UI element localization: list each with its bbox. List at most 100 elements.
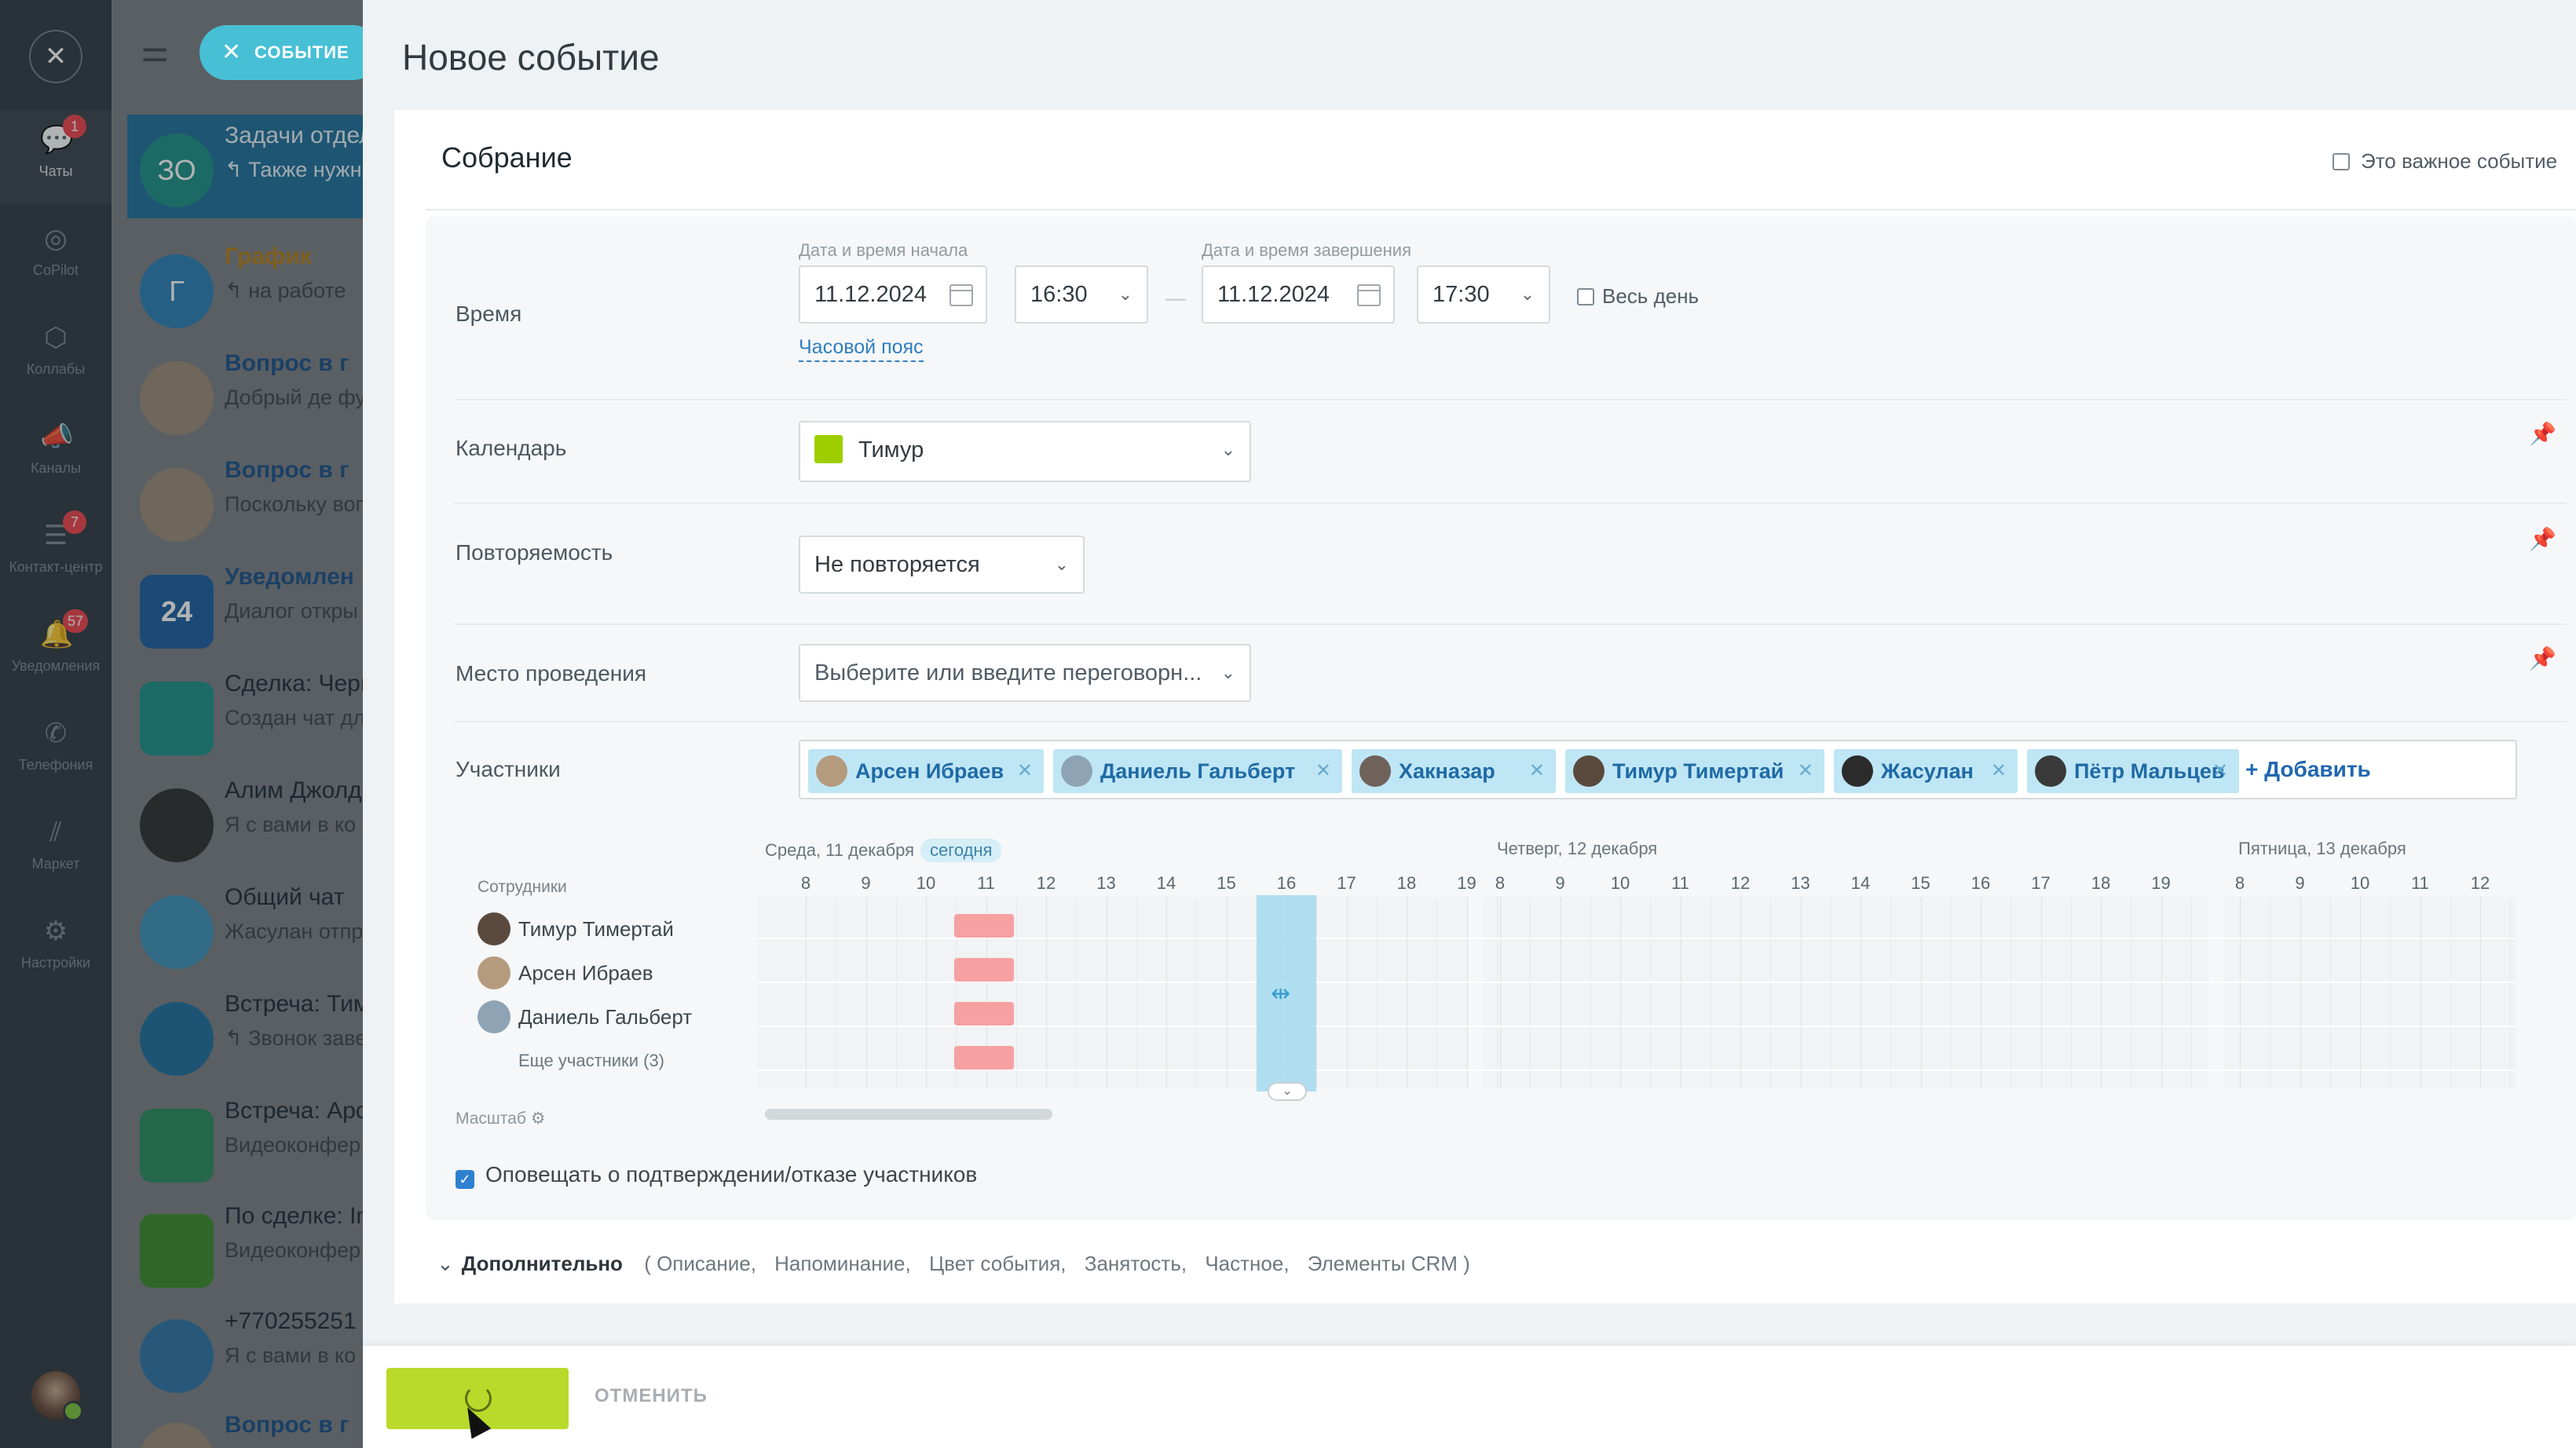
attendee-chip[interactable]: Арсен Ибраев ✕ <box>808 749 1044 793</box>
nav-label: Маркет <box>31 856 80 872</box>
remove-icon[interactable]: ✕ <box>1315 760 1331 781</box>
planner-hour-label: 9 <box>1555 873 1565 893</box>
planner-hour-line <box>865 897 867 1088</box>
planner-grid-day2[interactable] <box>1483 897 2208 1088</box>
planner-hour-line <box>986 897 987 1088</box>
close-icon[interactable]: ✕ <box>29 30 82 83</box>
important-event-checkbox[interactable]: Это важное событие <box>2333 149 2557 174</box>
attendee-chip[interactable]: Даниель Гальберт ✕ <box>1053 749 1342 793</box>
avatar <box>1573 755 1605 787</box>
attendee-chip[interactable]: Хакназар ✕ <box>1352 749 1556 793</box>
gear-icon: ⚙ <box>43 916 68 946</box>
add-attendee-link[interactable]: + Добавить <box>2245 757 2371 781</box>
filter-icon[interactable]: ⚌ <box>141 34 169 68</box>
calendar-icon[interactable] <box>950 284 973 306</box>
calendar-icon[interactable] <box>1357 284 1381 306</box>
repeat-label: Повторяемость <box>456 540 613 565</box>
chat-item[interactable]: Встреча: Арс Видеоконфер на конференц <box>127 1090 382 1194</box>
remove-icon[interactable]: ✕ <box>1797 760 1813 781</box>
chat-item[interactable]: Вопрос в г Поскольку вопрос, я созд <box>127 449 382 553</box>
nav-item-notifications[interactable]: 🔔 57 Уведомления <box>0 605 112 699</box>
attendees-field[interactable]: Арсен Ибраев ✕ Даниель Гальберт ✕ Хакназар… <box>799 740 2517 799</box>
gear-icon[interactable]: ⚙ <box>530 1110 546 1128</box>
nav-item-market[interactable]: ⫽ Маркет <box>0 803 112 897</box>
chat-preview: Видеоконфер на конференц <box>225 1133 382 1157</box>
drag-handle-icon[interactable]: ⇹ <box>1271 981 1291 1007</box>
remove-icon[interactable]: ✕ <box>1528 760 1545 781</box>
chat-title: Задачи отдел <box>225 122 373 148</box>
end-time-select[interactable]: 17:30 ⌄ <box>1417 265 1550 324</box>
location-select[interactable]: Выберите или введите переговорн... ⌄ <box>799 644 1251 702</box>
remove-icon[interactable]: ✕ <box>1990 760 2007 781</box>
remove-icon[interactable]: ✕ <box>1016 760 1033 781</box>
chat-item[interactable]: 24 Уведомлен Диалог откры <box>127 556 363 660</box>
nav-label: Каналы <box>31 460 81 476</box>
planner-hour-label: 12 <box>1730 873 1751 893</box>
nav-item-settings[interactable]: ⚙ Настройки <box>0 901 112 996</box>
more-participants-link[interactable]: Еще участники (3) <box>518 1051 665 1070</box>
chat-preview: ↰ Звонок заве <box>225 1026 368 1050</box>
pin-icon[interactable]: 📌 <box>2529 646 2556 671</box>
left-nav: ✕ 💬 1 Чаты ◎ CoPilot ⬡ Коллабы 📣 Каналы … <box>0 0 112 1448</box>
planner-scrollbar[interactable] <box>765 1109 1052 1120</box>
nav-item-channels[interactable]: 📣 Каналы <box>0 407 112 501</box>
additional-section-toggle[interactable]: ⌄ Дополнительно ( Описание, Напоминание, … <box>437 1252 1483 1276</box>
planner-grid-day1[interactable] <box>757 897 1469 1088</box>
pin-icon[interactable]: 📌 <box>2529 422 2556 446</box>
chat-item[interactable]: Встреча: Тим ↰ Звонок заве <box>127 983 370 1087</box>
chat-avatar <box>140 468 214 542</box>
staff-header: Сотрудники <box>478 878 567 896</box>
chat-item[interactable]: Общий чат Жасулан отпр Джолдаспаев <box>127 876 382 980</box>
planner-half-hour-line <box>1376 897 1378 1088</box>
attendee-chip[interactable]: Жасулан ✕ <box>1834 749 2018 793</box>
planner-hour-line <box>2420 897 2421 1088</box>
nav-item-collabs[interactable]: ⬡ Коллабы <box>0 308 112 402</box>
chevron-down-icon[interactable]: ⌄ <box>1268 1082 1307 1101</box>
attendee-name: Даниель Гальберт <box>1100 759 1296 783</box>
repeat-select[interactable]: Не повторяется ⌄ <box>799 536 1085 594</box>
planner-hour-line <box>2161 897 2162 1088</box>
remove-icon[interactable]: ✕ <box>2212 760 2228 781</box>
save-button[interactable] <box>386 1368 569 1429</box>
attendee-chip[interactable]: Тимур Тимертай ✕ <box>1565 749 1824 793</box>
chat-item[interactable]: Вопрос в г Добрый де функционал н <box>127 342 382 446</box>
chat-item[interactable]: ЗО Задачи отдел ↰ Также нужн проектам <box>127 115 382 218</box>
notify-checkbox[interactable]: ✓ Оповещать о подтверждении/отказе участн… <box>456 1162 977 1189</box>
chat-item[interactable]: Вопрос в г <box>127 1404 363 1448</box>
pin-icon[interactable]: 📌 <box>2529 527 2556 551</box>
nav-item-telephony[interactable]: ✆ Телефония <box>0 704 112 798</box>
planner-hour-line <box>806 897 807 1088</box>
repeat-value: Не повторяется <box>814 552 980 577</box>
start-time-select[interactable]: 16:30 ⌄ <box>1015 265 1148 324</box>
chat-list-header: ⚌ <box>112 0 363 110</box>
nav-item-chats[interactable]: 💬 1 Чаты <box>0 110 112 204</box>
timezone-link[interactable]: Часовой пояс <box>799 336 924 362</box>
planner-half-hour-line <box>1076 897 1077 1088</box>
user-avatar[interactable] <box>31 1371 83 1421</box>
chat-item[interactable]: По сделке: In Видеоконфер на конференц <box>127 1195 382 1299</box>
overlay-dim[interactable] <box>0 0 363 1448</box>
nav-item-contact-center[interactable]: ☰ 7 Контакт-центр <box>0 506 112 600</box>
all-day-checkbox[interactable]: Весь день <box>1577 284 1699 309</box>
chat-preview: Жасулан отпр Джолдаспаев <box>225 920 382 943</box>
collab-icon: ⬡ <box>44 323 68 353</box>
scale-label: Масштаб <box>456 1110 526 1128</box>
selected-time-range[interactable] <box>1257 895 1316 1091</box>
planner-grid-day3[interactable] <box>2224 897 2516 1088</box>
cancel-button[interactable]: ОТМЕНИТЬ <box>595 1385 708 1406</box>
chat-item[interactable]: Сделка: Черн Создан чат дл [Вложение] <box>127 663 382 766</box>
start-date-input[interactable]: 11.12.2024 <box>799 265 987 324</box>
event-button[interactable]: ✕ СОБЫТИЕ <box>199 25 380 80</box>
chat-item[interactable]: Алим Джолд Я с вами в ко <box>127 770 363 873</box>
chat-item[interactable]: Г График ↰ на работе <box>127 236 363 339</box>
event-name-input[interactable]: Собрание <box>441 141 573 174</box>
calendar-select[interactable]: Тимур ⌄ <box>799 421 1251 482</box>
end-date-input[interactable]: 11.12.2024 <box>1202 265 1395 324</box>
avatar <box>1061 755 1092 787</box>
location-label: Место проведения <box>456 661 647 686</box>
nav-item-copilot[interactable]: ◎ CoPilot <box>0 209 112 303</box>
attendee-chip[interactable]: Пётр Мальцев ✕ <box>2027 749 2239 793</box>
chat-item[interactable]: +770255251 Я с вами в ко <box>127 1300 363 1404</box>
planner-hour-label: 13 <box>1096 873 1116 893</box>
scale-control[interactable]: Масштаб ⚙ <box>456 1109 546 1128</box>
